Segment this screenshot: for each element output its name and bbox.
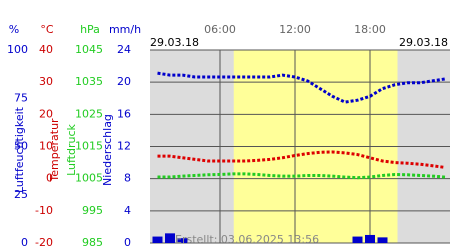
- precip-bar: [377, 237, 388, 243]
- axis-unit: °C: [40, 23, 54, 36]
- data-line: [157, 172, 446, 180]
- data-line: [157, 150, 446, 169]
- y-tick-label: 20: [117, 75, 131, 88]
- axis-unit: %: [9, 23, 19, 36]
- y-tick-label: 1005: [75, 172, 103, 185]
- footer: Erstellt: 03.06.2025 13:56: [175, 233, 319, 246]
- y-tick-label: 75: [14, 91, 28, 104]
- y-tick-label: 10: [39, 140, 53, 153]
- y-tick-label: 1025: [75, 107, 103, 120]
- y-tick-label: 0: [21, 236, 28, 249]
- precip-bar: [165, 233, 175, 243]
- y-tick-label: 24: [117, 43, 131, 56]
- precip-bar: [177, 238, 188, 243]
- axis-title: Luftdruck: [65, 123, 78, 175]
- y-tick-label: 1015: [75, 140, 103, 153]
- y-tick-label: 20: [39, 107, 53, 120]
- y-tick-label: 985: [82, 236, 103, 249]
- y-tick-label: -20: [35, 236, 53, 249]
- y-tick-label: 50: [14, 140, 28, 153]
- y-tick-label: 1035: [75, 75, 103, 88]
- y-tick-label: 1045: [75, 43, 103, 56]
- y-tick-label: -10: [35, 204, 53, 217]
- y-tick-label: 0: [46, 172, 53, 185]
- axis-unit: hPa: [80, 23, 100, 36]
- axis-unit: mm/h: [109, 23, 141, 36]
- axis-title: Niederschlag: [101, 114, 114, 186]
- y-tick-label: 4: [124, 204, 131, 217]
- y-tick-label: 30: [39, 75, 53, 88]
- precip-bar: [152, 236, 163, 243]
- y-tick-label: 0: [124, 236, 131, 249]
- y-tick-label: 995: [82, 204, 103, 217]
- y-tick-label: 8: [124, 172, 131, 185]
- y-tick-label: 25: [14, 188, 28, 201]
- date-end: 29.03.18: [399, 36, 448, 49]
- precip-bar: [352, 236, 363, 243]
- x-tick-label: 12:00: [279, 23, 311, 36]
- y-tick-label: 100: [7, 43, 28, 56]
- x-tick-label: 06:00: [204, 23, 236, 36]
- x-tick-label: 18:00: [354, 23, 386, 36]
- date-start: 29.03.18: [150, 36, 199, 49]
- y-tick-label: 40: [39, 43, 53, 56]
- axis-title: Temperatur: [48, 118, 61, 183]
- y-tick-label: 16: [117, 107, 131, 120]
- y-tick-label: 12: [117, 140, 131, 153]
- axis-title: Luftfeuchtigkeit: [13, 106, 26, 193]
- precip-bar: [365, 234, 375, 243]
